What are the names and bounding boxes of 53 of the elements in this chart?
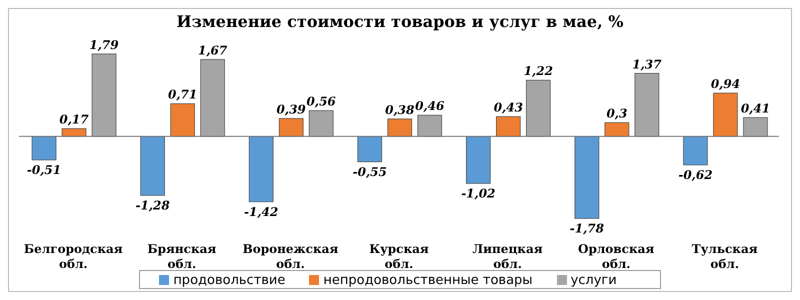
bar (574, 136, 600, 219)
bar (417, 114, 442, 137)
data-label: -1,78 (570, 221, 605, 236)
data-label: 0,3 (606, 106, 628, 121)
data-label: 1,22 (524, 64, 553, 78)
bar (743, 117, 768, 137)
bar (466, 136, 491, 184)
legend-label: услуги (570, 273, 617, 288)
data-label: 1,79 (89, 38, 120, 52)
x-tick-label: Воронежская обл. (242, 242, 338, 271)
bar (200, 59, 225, 137)
x-tick-label: Тульская обл. (692, 242, 758, 271)
bar (634, 72, 660, 137)
bar (140, 136, 165, 196)
data-label: 0,39 (276, 102, 306, 116)
data-label: -1,42 (244, 204, 278, 219)
data-label: 0,71 (168, 88, 198, 102)
legend-label: продовольствие (173, 273, 286, 288)
bar (604, 122, 630, 137)
data-label: 0,41 (740, 102, 770, 116)
bar (170, 103, 195, 137)
data-label: -0,51 (26, 162, 62, 177)
data-label: 0,94 (710, 77, 740, 92)
bar (713, 92, 738, 137)
bar (496, 116, 521, 137)
bar (308, 110, 334, 137)
data-label: 0,43 (494, 100, 523, 115)
data-label: -0,55 (352, 164, 387, 179)
data-label: 1,37 (632, 57, 662, 72)
bar (357, 136, 382, 162)
x-tick-label: Белгородская обл. (24, 242, 123, 271)
data-label: 1,67 (198, 43, 228, 58)
data-label: 0,38 (385, 102, 416, 117)
bar (92, 54, 116, 137)
bar (526, 80, 551, 137)
x-tick-label: Липецкая обл. (472, 242, 543, 271)
x-tick-label: Орловская обл. (578, 242, 654, 271)
bar (62, 128, 86, 137)
data-label: -1,28 (135, 198, 170, 212)
bar (248, 136, 274, 202)
data-label: 0,56 (306, 94, 336, 109)
data-label: 0,17 (59, 112, 90, 127)
data-label: 0,46 (415, 99, 446, 114)
data-label: -0,62 (678, 168, 713, 182)
legend-label: непродовольственные товары (323, 273, 533, 288)
bar (387, 118, 412, 137)
data-label: -1,02 (461, 186, 496, 200)
x-tick-label: Курская обл. (369, 242, 429, 271)
bar (278, 118, 304, 137)
bar (32, 136, 56, 160)
x-tick-label: Брянская обл. (147, 242, 216, 271)
chart-title: Изменение стоимости товаров и услуг в мае, % (176, 11, 624, 33)
bar (683, 136, 708, 166)
